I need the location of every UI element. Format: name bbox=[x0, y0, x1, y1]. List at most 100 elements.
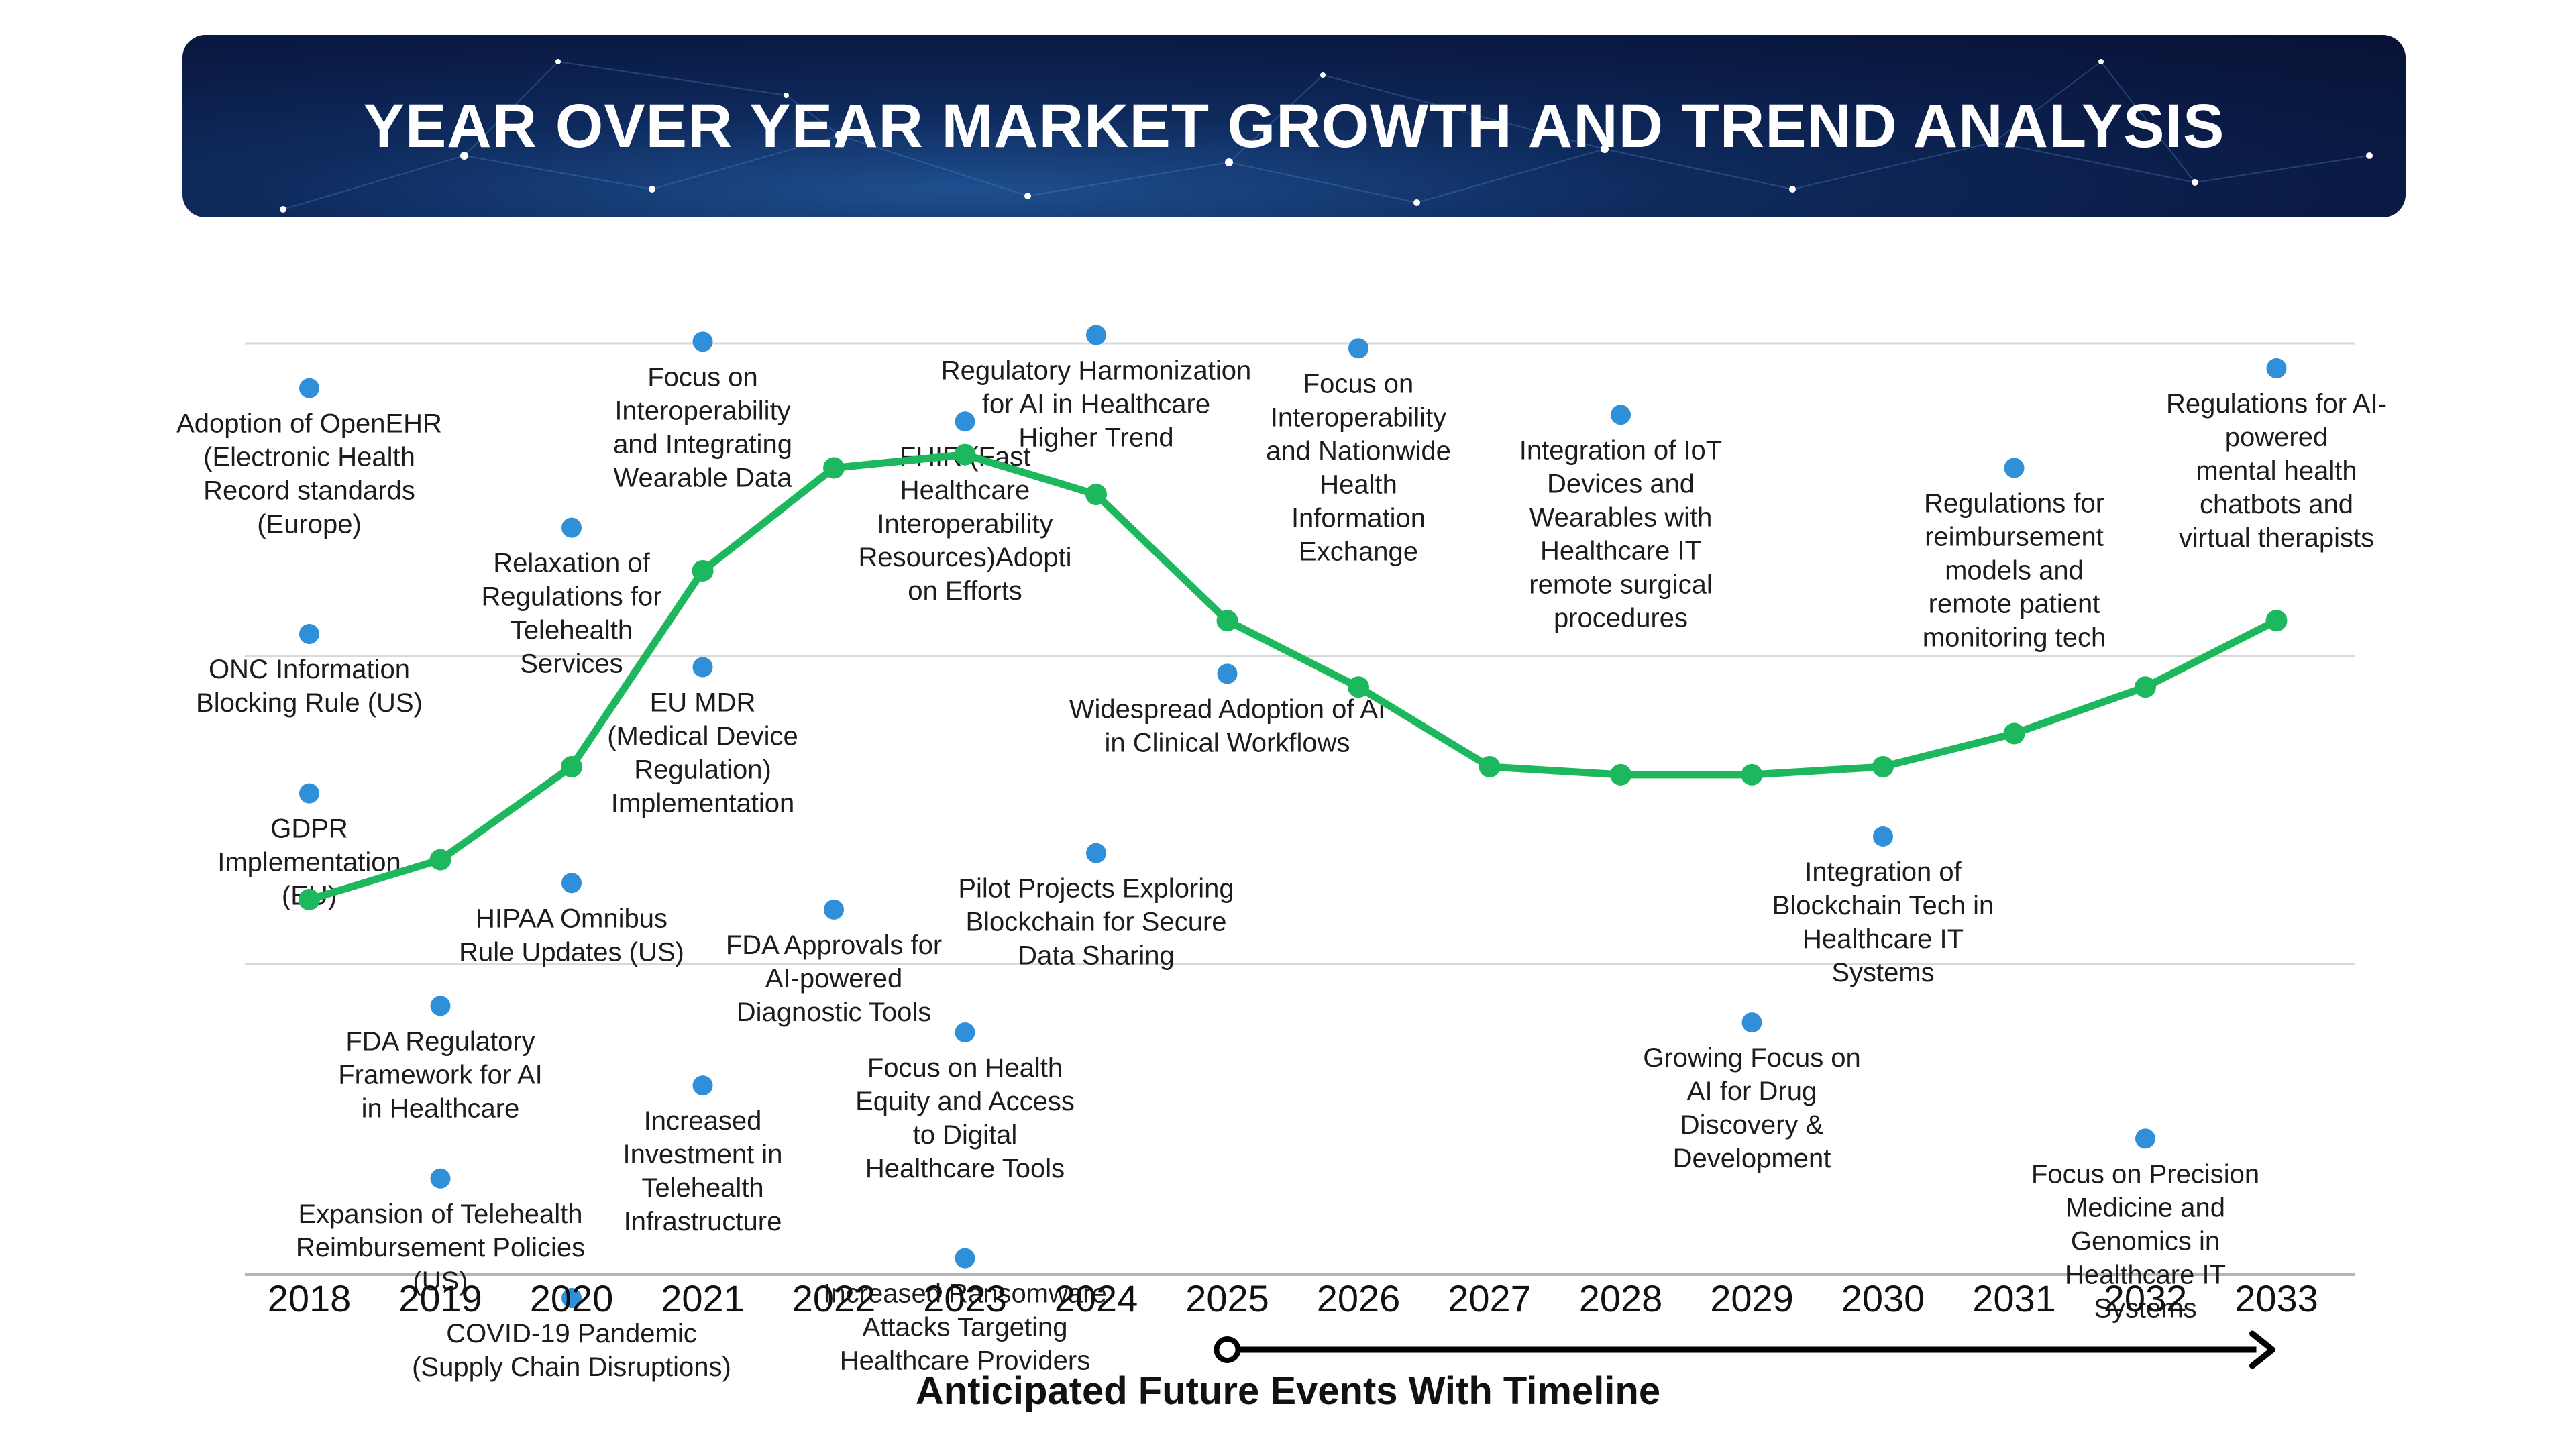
x-tick-label-2031: 2031 bbox=[1972, 1277, 2056, 1320]
event-label-line: Services bbox=[520, 649, 623, 679]
event-label-line: Health bbox=[1320, 470, 1397, 499]
event-dot-2021-10 bbox=[692, 1075, 713, 1096]
event-label-line: Healthcare Tools bbox=[865, 1154, 1065, 1183]
event-label-line: Wearable Data bbox=[613, 463, 792, 492]
event-label-line: Development bbox=[1673, 1144, 1831, 1173]
data-point-2029 bbox=[1741, 763, 1763, 786]
event-dot-2021-8 bbox=[692, 331, 713, 352]
event-label-line: Healthcare Providers bbox=[840, 1346, 1091, 1376]
event-label-line: Healthcare IT bbox=[2065, 1260, 2226, 1289]
event-dot-2024-15 bbox=[1086, 325, 1106, 345]
event-label-line: Investment in bbox=[623, 1140, 783, 1169]
event-label-2023-12: FHIR (Fast Healthcare Interoperability Reso… bbox=[859, 442, 1072, 606]
event-label-2020-7: COVID-19 Pandemic (Supply Chain Disruptio… bbox=[412, 1319, 731, 1382]
event-dot-2031-22 bbox=[2004, 458, 2025, 478]
event-label-2031-22: Regulations for reimbursement models and re… bbox=[1923, 489, 2106, 653]
chart-title: YEAR OVER YEAR MARKET GROWTH AND TREND A… bbox=[363, 91, 2225, 160]
event-label-line: for AI in Healthcare bbox=[982, 390, 1210, 419]
event-label-line: Systems bbox=[2094, 1293, 2196, 1323]
x-tick-label-2028: 2028 bbox=[1579, 1277, 1663, 1320]
event-dot-2033-24 bbox=[2266, 358, 2287, 378]
growth-line bbox=[305, 451, 2280, 904]
data-point-2030 bbox=[1872, 756, 1894, 777]
event-dot-2018-0 bbox=[299, 378, 319, 398]
x-tick-label-2020: 2020 bbox=[530, 1277, 614, 1320]
event-label-line: models and bbox=[1945, 556, 2084, 586]
event-dot-2019-4 bbox=[430, 1168, 451, 1189]
event-dot-2022-11 bbox=[824, 899, 844, 920]
event-dot-2025-17 bbox=[1217, 663, 1238, 684]
event-dot-2023-12 bbox=[955, 411, 975, 432]
event-label-line: (Supply Chain Disruptions) bbox=[412, 1352, 731, 1382]
event-label-line: GDPR bbox=[270, 814, 348, 844]
data-point-2031 bbox=[2003, 722, 2025, 745]
x-tick-label-2027: 2027 bbox=[1448, 1277, 1532, 1320]
event-label-line: Blockchain Tech in bbox=[1772, 891, 1994, 920]
event-label-line: Higher Trend bbox=[1018, 423, 1173, 453]
event-label-line: (Europe) bbox=[257, 510, 362, 539]
event-label-line: and Nationwide bbox=[1266, 436, 1451, 466]
event-label-line: powered bbox=[2225, 423, 2328, 452]
event-label-line: mental health bbox=[2196, 456, 2357, 486]
event-label-line: Systems bbox=[1831, 958, 1934, 987]
data-point-2021 bbox=[692, 559, 714, 582]
event-label-2021-10: Increased Investment in Telehealth Infrastr… bbox=[623, 1106, 783, 1236]
event-label-line: Adoption of OpenEHR bbox=[176, 409, 442, 439]
event-label-line: Infrastructure bbox=[624, 1207, 782, 1236]
event-label-2018-1: ONC Information Blocking Rule (US) bbox=[196, 655, 423, 718]
data-point-2023 bbox=[954, 443, 976, 466]
data-point-2022 bbox=[823, 457, 845, 479]
event-label-line: Healthcare IT bbox=[1540, 536, 1701, 566]
event-dot-2021-9 bbox=[692, 657, 713, 678]
event-dot-2020-5 bbox=[561, 517, 582, 538]
event-label-line: Interoperability bbox=[877, 509, 1053, 539]
event-label-line: remote patient bbox=[1929, 590, 2100, 619]
x-tick-label-2032: 2032 bbox=[2104, 1277, 2188, 1320]
event-label-2018-0: Adoption of OpenEHR (Electronic Health Rec… bbox=[176, 409, 442, 539]
event-label-line: Diagnostic Tools bbox=[737, 998, 932, 1027]
event-dot-2023-14 bbox=[955, 1248, 975, 1269]
event-label-line: Rule Updates (US) bbox=[459, 937, 684, 967]
event-label-line: Implementation bbox=[217, 848, 400, 877]
event-label-line: COVID-19 Pandemic bbox=[446, 1319, 696, 1348]
event-label-2023-13: Focus on Health Equity and Access to Digit… bbox=[855, 1053, 1075, 1183]
event-label-line: Pilot Projects Exploring bbox=[958, 874, 1234, 904]
event-dot-2024-16 bbox=[1086, 843, 1106, 863]
title-banner: YEAR OVER YEAR MARKET GROWTH AND TREND A… bbox=[182, 35, 2406, 217]
event-label-line: Telehealth bbox=[511, 616, 633, 645]
event-label-line: and Integrating bbox=[613, 429, 792, 459]
event-label-line: Focus on Health bbox=[867, 1053, 1063, 1083]
timeline-arrow-head bbox=[2249, 1330, 2275, 1369]
event-label-2020-5: Relaxation of Regulations for Telehealth Se… bbox=[481, 549, 661, 679]
event-dot-2019-3 bbox=[430, 996, 451, 1016]
future-timeline-arrow bbox=[1214, 1330, 2275, 1369]
event-dot-2020-7 bbox=[561, 1288, 582, 1308]
event-label-line: Attacks Targeting bbox=[862, 1313, 1067, 1342]
event-label-line: Information bbox=[1291, 503, 1426, 533]
event-label-line: reimbursement bbox=[1925, 523, 2104, 552]
event-label-line: Expansion of Telehealth bbox=[298, 1199, 582, 1229]
event-label-line: in Clinical Workflows bbox=[1104, 728, 1350, 757]
data-point-2019 bbox=[429, 849, 451, 871]
event-label-line: (Medical Device bbox=[607, 722, 798, 751]
x-tick-label-2026: 2026 bbox=[1317, 1277, 1401, 1320]
event-label-line: Reimbursement Policies bbox=[296, 1233, 585, 1263]
event-label-line: Record standards bbox=[203, 476, 415, 506]
event-label-line: Integration of bbox=[1805, 857, 1962, 887]
event-label-line: Blocking Rule (US) bbox=[196, 688, 423, 718]
event-label-line: Interoperability bbox=[614, 396, 790, 425]
event-label-2033-24: Regulations for AI-powered mental health c… bbox=[2166, 389, 2387, 553]
event-label-line: ONC Information bbox=[209, 655, 410, 684]
event-label-line: Genomics in bbox=[2071, 1226, 2220, 1256]
event-label-line: Healthcare IT bbox=[1803, 924, 1964, 954]
event-label-line: AI for Drug bbox=[1687, 1077, 1817, 1106]
event-label-2030-21: Integration of Blockchain Tech in Healthca… bbox=[1772, 857, 1994, 987]
event-label-2021-9: EU MDR (Medical Device Regulation) Implemen… bbox=[607, 688, 798, 818]
timeline-start-marker bbox=[1214, 1336, 1241, 1363]
event-label-line: Framework for AI bbox=[338, 1060, 543, 1089]
event-dot-2023-13 bbox=[955, 1022, 975, 1042]
event-label-line: (Electronic Health bbox=[203, 443, 415, 472]
data-point-2024 bbox=[1085, 484, 1107, 506]
